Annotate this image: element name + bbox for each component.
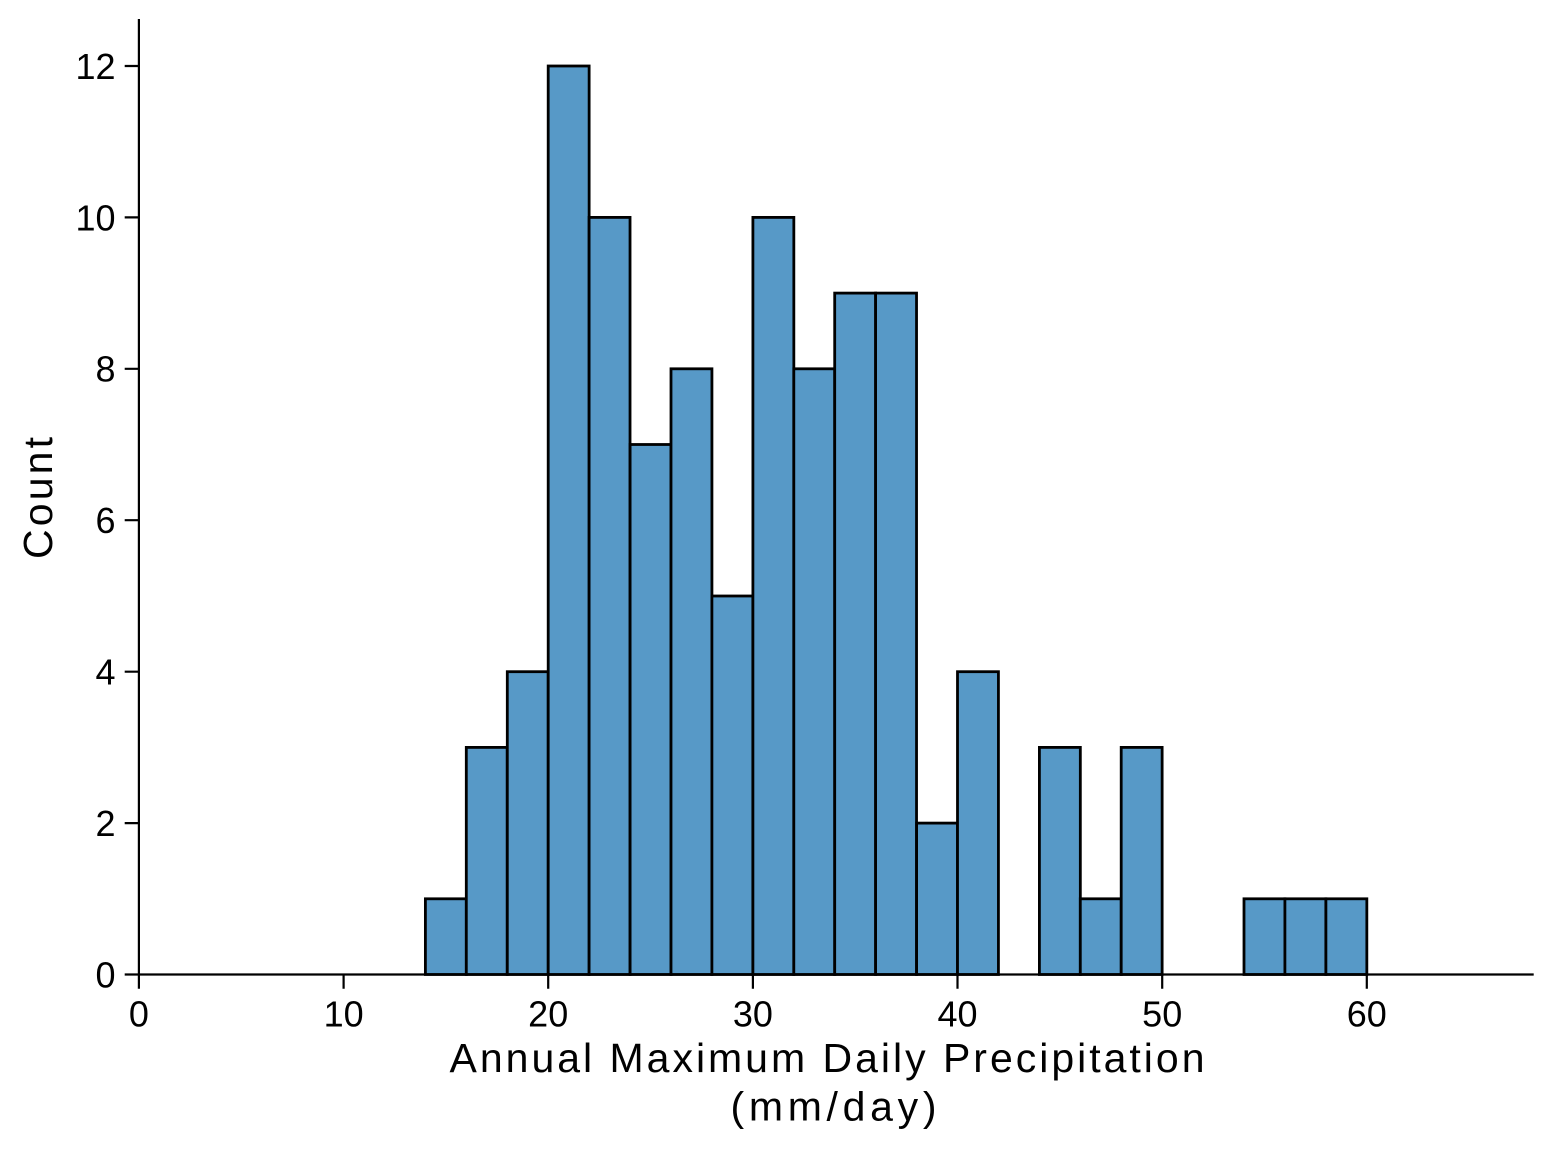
svg-text:(mm/day): (mm/day) (731, 1084, 937, 1130)
svg-text:0: 0 (129, 994, 149, 1035)
svg-text:10: 10 (324, 994, 364, 1035)
svg-text:2: 2 (95, 803, 115, 844)
svg-text:Annual Maximum Daily Precipita: Annual Maximum Daily Precipitation (450, 1035, 1205, 1081)
svg-text:6: 6 (95, 500, 115, 541)
svg-text:50: 50 (1142, 994, 1182, 1035)
svg-text:30: 30 (733, 994, 773, 1035)
svg-text:20: 20 (528, 994, 568, 1035)
svg-text:4: 4 (95, 652, 115, 693)
svg-text:10: 10 (75, 197, 115, 238)
svg-text:40: 40 (937, 994, 977, 1035)
svg-text:Count: Count (15, 436, 61, 559)
svg-text:0: 0 (95, 954, 115, 995)
svg-text:8: 8 (95, 349, 115, 390)
svg-text:12: 12 (75, 46, 115, 87)
svg-text:60: 60 (1347, 994, 1387, 1035)
